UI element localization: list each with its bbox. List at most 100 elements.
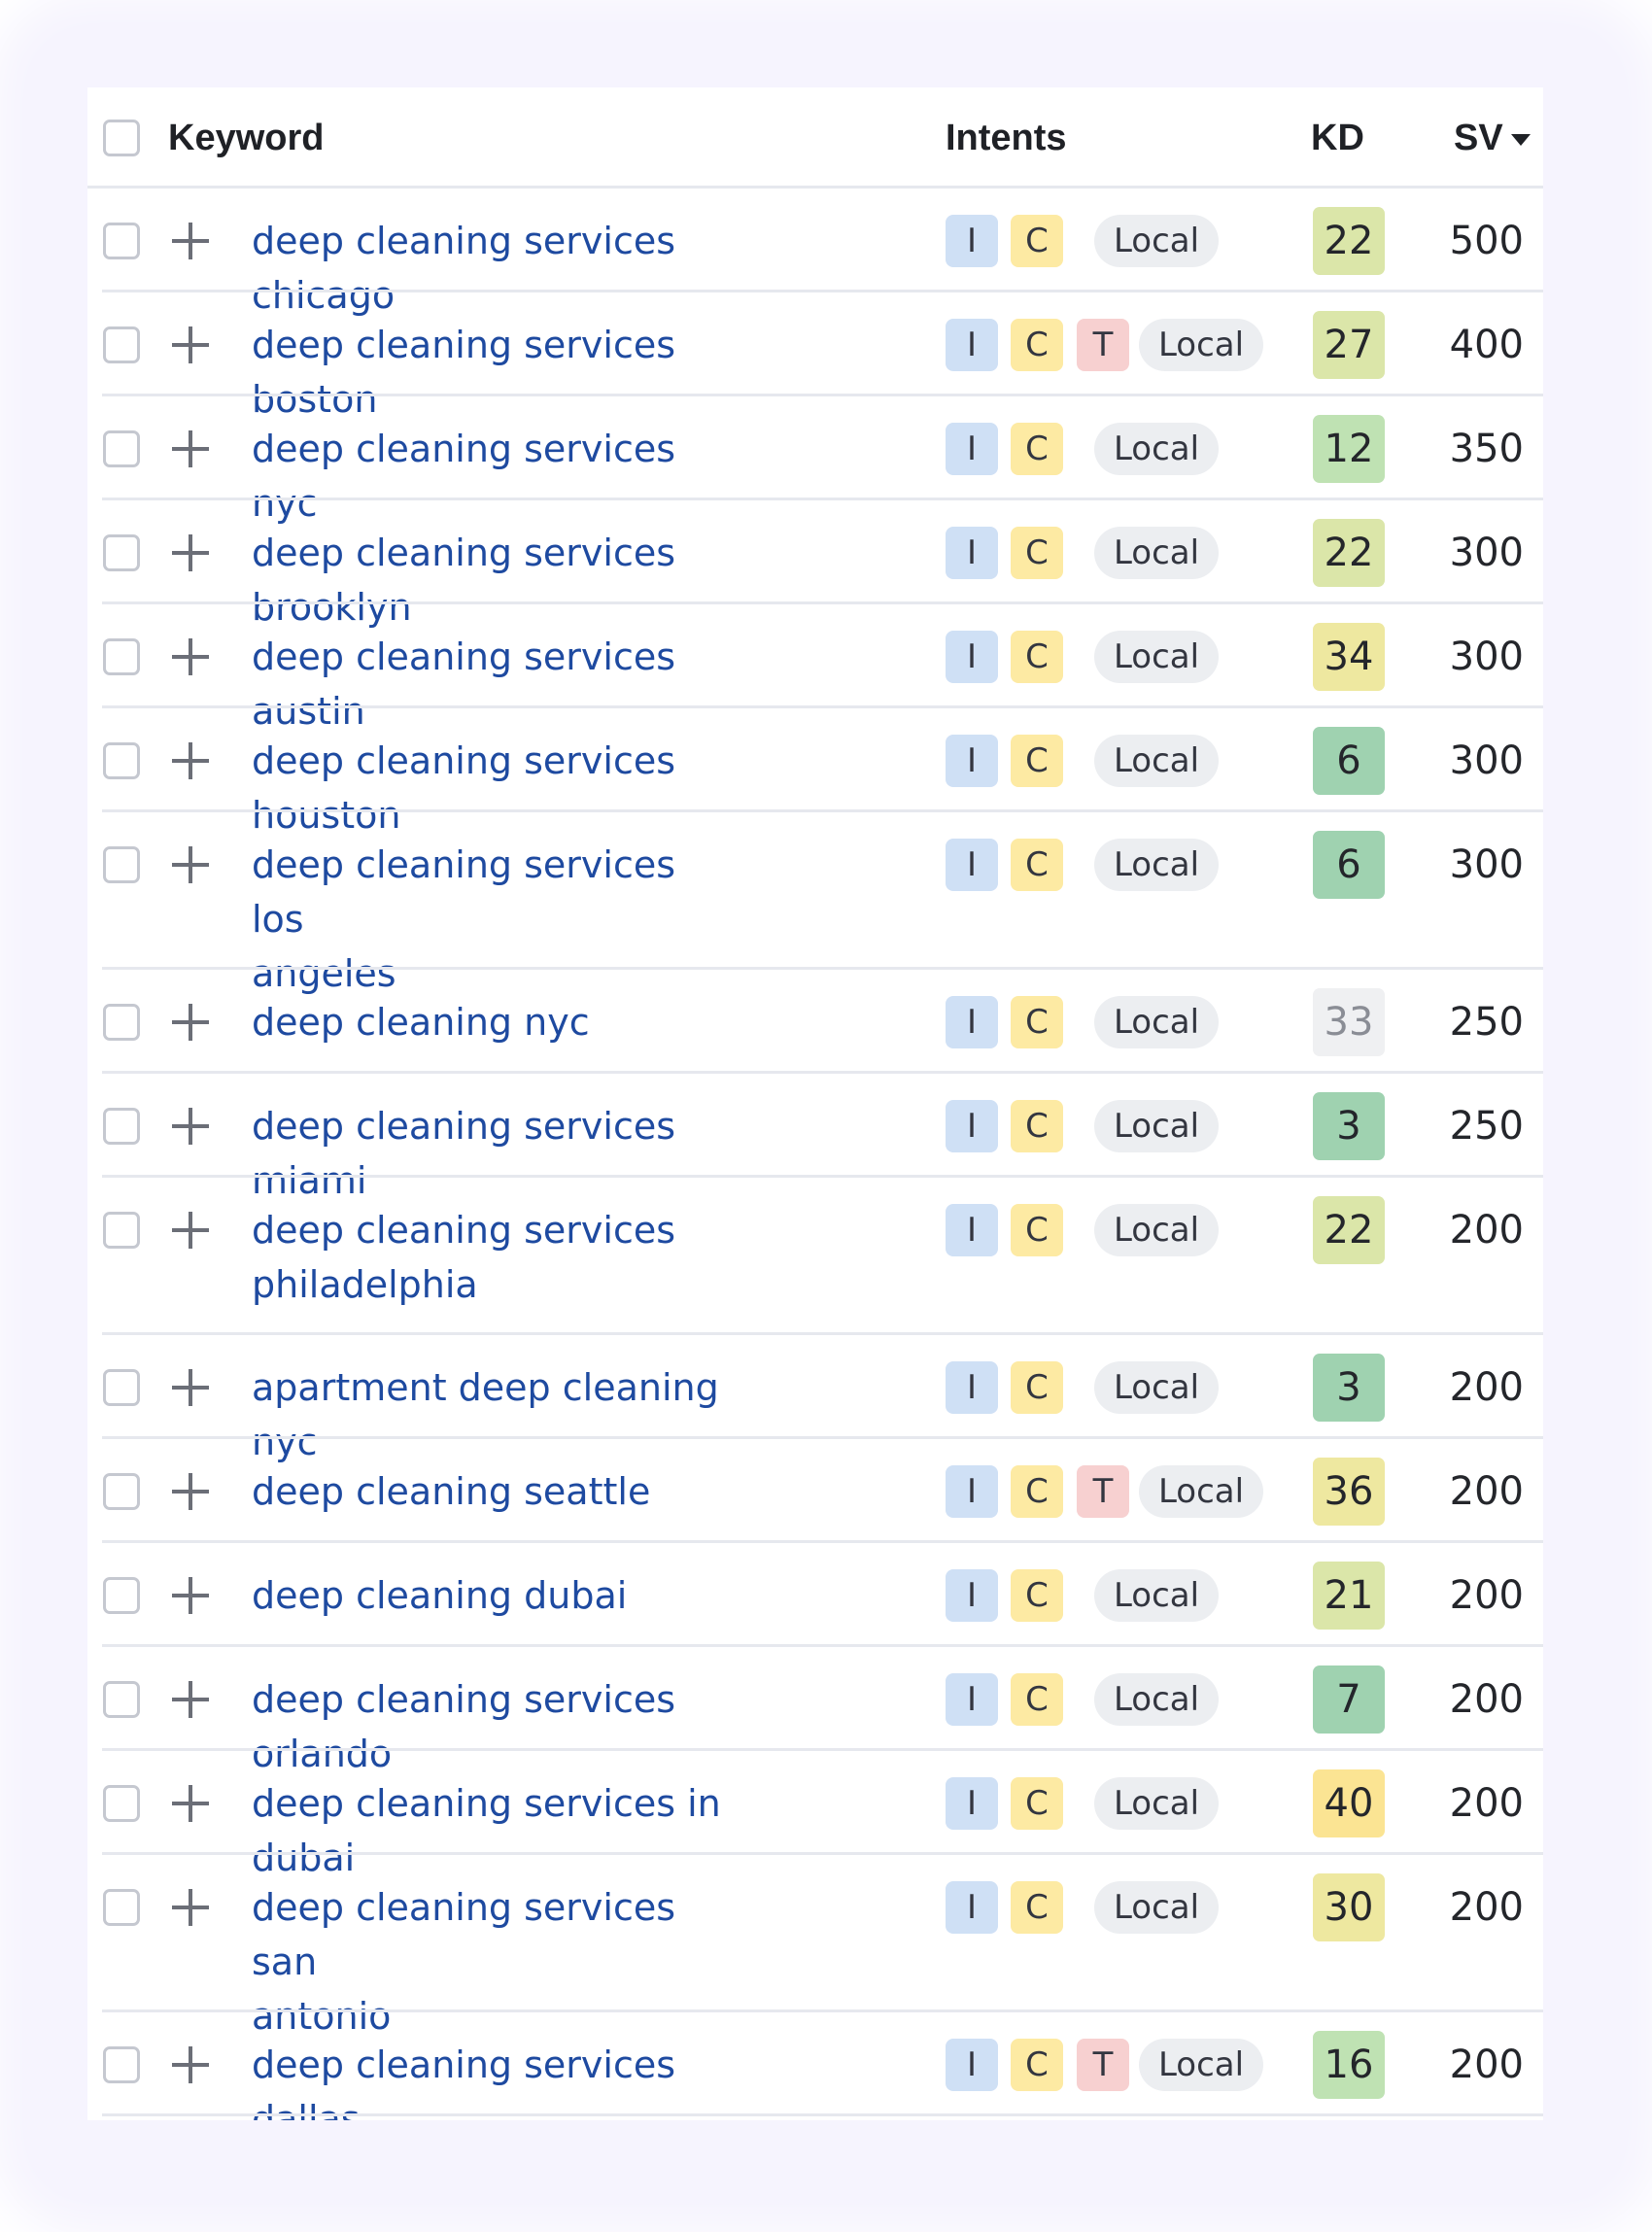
keyword-link[interactable]: deep cleaning services los angeles <box>252 838 738 1001</box>
keyword-link[interactable]: deep cleaning services philadelphia <box>252 1203 738 1312</box>
row-checkbox[interactable] <box>103 1785 140 1822</box>
row-divider <box>102 1644 1543 1647</box>
add-keyword-plus-icon[interactable] <box>172 742 209 779</box>
local-pack-badge: Local <box>1139 1465 1263 1518</box>
row-checkbox[interactable] <box>103 534 140 571</box>
row-divider <box>102 290 1543 292</box>
keyword-link[interactable]: deep cleaning seattle <box>252 1464 738 1519</box>
sort-desc-icon[interactable] <box>1510 133 1531 146</box>
add-keyword-plus-icon[interactable] <box>172 2046 209 2083</box>
local-pack-badge: Local <box>1094 423 1219 475</box>
select-all-checkbox[interactable] <box>103 120 140 156</box>
intent-informational-badge: I <box>946 1881 998 1934</box>
keyword-difficulty-badge: 21 <box>1313 1562 1385 1630</box>
row-checkbox[interactable] <box>103 1108 140 1145</box>
intent-informational-badge: I <box>946 215 998 267</box>
intent-informational-badge: I <box>946 527 998 579</box>
table-row: deep cleaning services houston I C Local 6 30… <box>87 708 1543 837</box>
intent-informational-badge: I <box>946 631 998 683</box>
row-checkbox[interactable] <box>103 1473 140 1510</box>
add-keyword-plus-icon[interactable] <box>172 638 209 675</box>
keyword-link[interactable]: deep cleaning services boston <box>252 318 738 427</box>
keyword-link-line: deep cleaning services los <box>252 843 676 941</box>
add-keyword-plus-icon[interactable] <box>172 430 209 467</box>
add-keyword-plus-icon[interactable] <box>172 1889 209 1926</box>
search-volume-value: 200 <box>1449 1781 1524 1826</box>
add-keyword-plus-icon[interactable] <box>172 1369 209 1406</box>
keyword-link[interactable]: deep cleaning services brooklyn <box>252 526 738 635</box>
row-divider <box>102 1071 1543 1074</box>
keyword-link[interactable]: deep cleaning services orlando <box>252 1672 738 1781</box>
table-row: deep cleaning services orlando I C Local 7 20… <box>87 1647 1543 1775</box>
search-volume-value: 200 <box>1449 1573 1524 1618</box>
keyword-difficulty-badge: 3 <box>1313 1092 1385 1160</box>
keyword-difficulty-badge: 6 <box>1313 727 1385 795</box>
column-header-keyword[interactable]: Keyword <box>168 118 325 158</box>
column-header-sv[interactable]: SV <box>1454 117 1531 159</box>
keyword-difficulty-badge: 22 <box>1313 1196 1385 1264</box>
add-keyword-plus-icon[interactable] <box>172 1004 209 1041</box>
row-checkbox[interactable] <box>103 430 140 467</box>
row-checkbox[interactable] <box>103 1004 140 1041</box>
column-header-intents[interactable]: Intents <box>946 118 1067 158</box>
search-volume-value: 500 <box>1449 219 1524 263</box>
search-volume-value: 200 <box>1449 1365 1524 1410</box>
keyword-difficulty-badge: 12 <box>1313 415 1385 483</box>
add-keyword-plus-icon[interactable] <box>172 534 209 571</box>
add-keyword-plus-icon[interactable] <box>172 1785 209 1822</box>
keyword-link[interactable]: deep cleaning services san antonio <box>252 1880 738 2043</box>
add-keyword-plus-icon[interactable] <box>172 846 209 883</box>
row-checkbox[interactable] <box>103 638 140 675</box>
add-keyword-plus-icon[interactable] <box>172 1577 209 1614</box>
add-keyword-plus-icon[interactable] <box>172 1212 209 1249</box>
table-row: deep cleaning services san antonio I C Local… <box>87 1855 1543 2038</box>
row-divider <box>102 705 1543 708</box>
add-keyword-plus-icon[interactable] <box>172 1473 209 1510</box>
keyword-link[interactable]: deep cleaning services dallas <box>252 2038 738 2120</box>
keyword-difficulty-badge: 3 <box>1313 1354 1385 1422</box>
keyword-link-line: deep cleaning services miami <box>252 1105 676 1202</box>
keyword-link-line: philadelphia <box>252 1263 478 1306</box>
column-header-kd[interactable]: KD <box>1311 118 1364 158</box>
keyword-link[interactable]: deep cleaning services nyc <box>252 422 738 531</box>
intent-commercial-badge: C <box>1011 839 1063 891</box>
row-checkbox[interactable] <box>103 846 140 883</box>
keyword-link[interactable]: deep cleaning dubai <box>252 1568 738 1623</box>
keyword-link-line: deep cleaning services boston <box>252 324 676 421</box>
add-keyword-plus-icon[interactable] <box>172 223 209 259</box>
intent-transactional-badge: T <box>1077 319 1129 371</box>
intent-commercial-badge: C <box>1011 1777 1063 1830</box>
keyword-link[interactable]: apartment deep cleaning nyc <box>252 1360 738 1469</box>
row-divider <box>102 601 1543 604</box>
add-keyword-plus-icon[interactable] <box>172 1681 209 1718</box>
keyword-link[interactable]: deep cleaning services chicago <box>252 214 738 323</box>
local-pack-badge: Local <box>1094 1777 1219 1830</box>
keyword-link[interactable]: deep cleaning services austin <box>252 630 738 738</box>
keyword-link-line: antonio <box>252 1995 392 2038</box>
row-checkbox[interactable] <box>103 2046 140 2083</box>
keyword-link[interactable]: deep cleaning nyc <box>252 995 738 1049</box>
intent-commercial-badge: C <box>1011 1569 1063 1622</box>
keyword-link[interactable]: deep cleaning services in dubai <box>252 1776 738 1885</box>
row-checkbox[interactable] <box>103 1681 140 1718</box>
local-pack-badge: Local <box>1139 2039 1263 2091</box>
intent-informational-badge: I <box>946 2039 998 2091</box>
keyword-difficulty-badge: 33 <box>1313 988 1385 1056</box>
add-keyword-plus-icon[interactable] <box>172 326 209 363</box>
add-keyword-plus-icon[interactable] <box>172 1108 209 1145</box>
keyword-link[interactable]: deep cleaning services miami <box>252 1099 738 1208</box>
row-checkbox[interactable] <box>103 1212 140 1249</box>
keyword-link-line: angeles <box>252 952 396 995</box>
intent-commercial-badge: C <box>1011 631 1063 683</box>
row-checkbox[interactable] <box>103 223 140 259</box>
row-checkbox[interactable] <box>103 742 140 779</box>
row-checkbox[interactable] <box>103 1369 140 1406</box>
keyword-difficulty-badge: 27 <box>1313 311 1385 379</box>
table-row: apartment deep cleaning nyc I C Local 3 200 <box>87 1335 1543 1463</box>
row-checkbox[interactable] <box>103 1889 140 1926</box>
keyword-link[interactable]: deep cleaning services houston <box>252 734 738 842</box>
row-checkbox[interactable] <box>103 1577 140 1614</box>
intent-informational-badge: I <box>946 996 998 1048</box>
row-checkbox[interactable] <box>103 326 140 363</box>
search-volume-value: 300 <box>1449 738 1524 783</box>
